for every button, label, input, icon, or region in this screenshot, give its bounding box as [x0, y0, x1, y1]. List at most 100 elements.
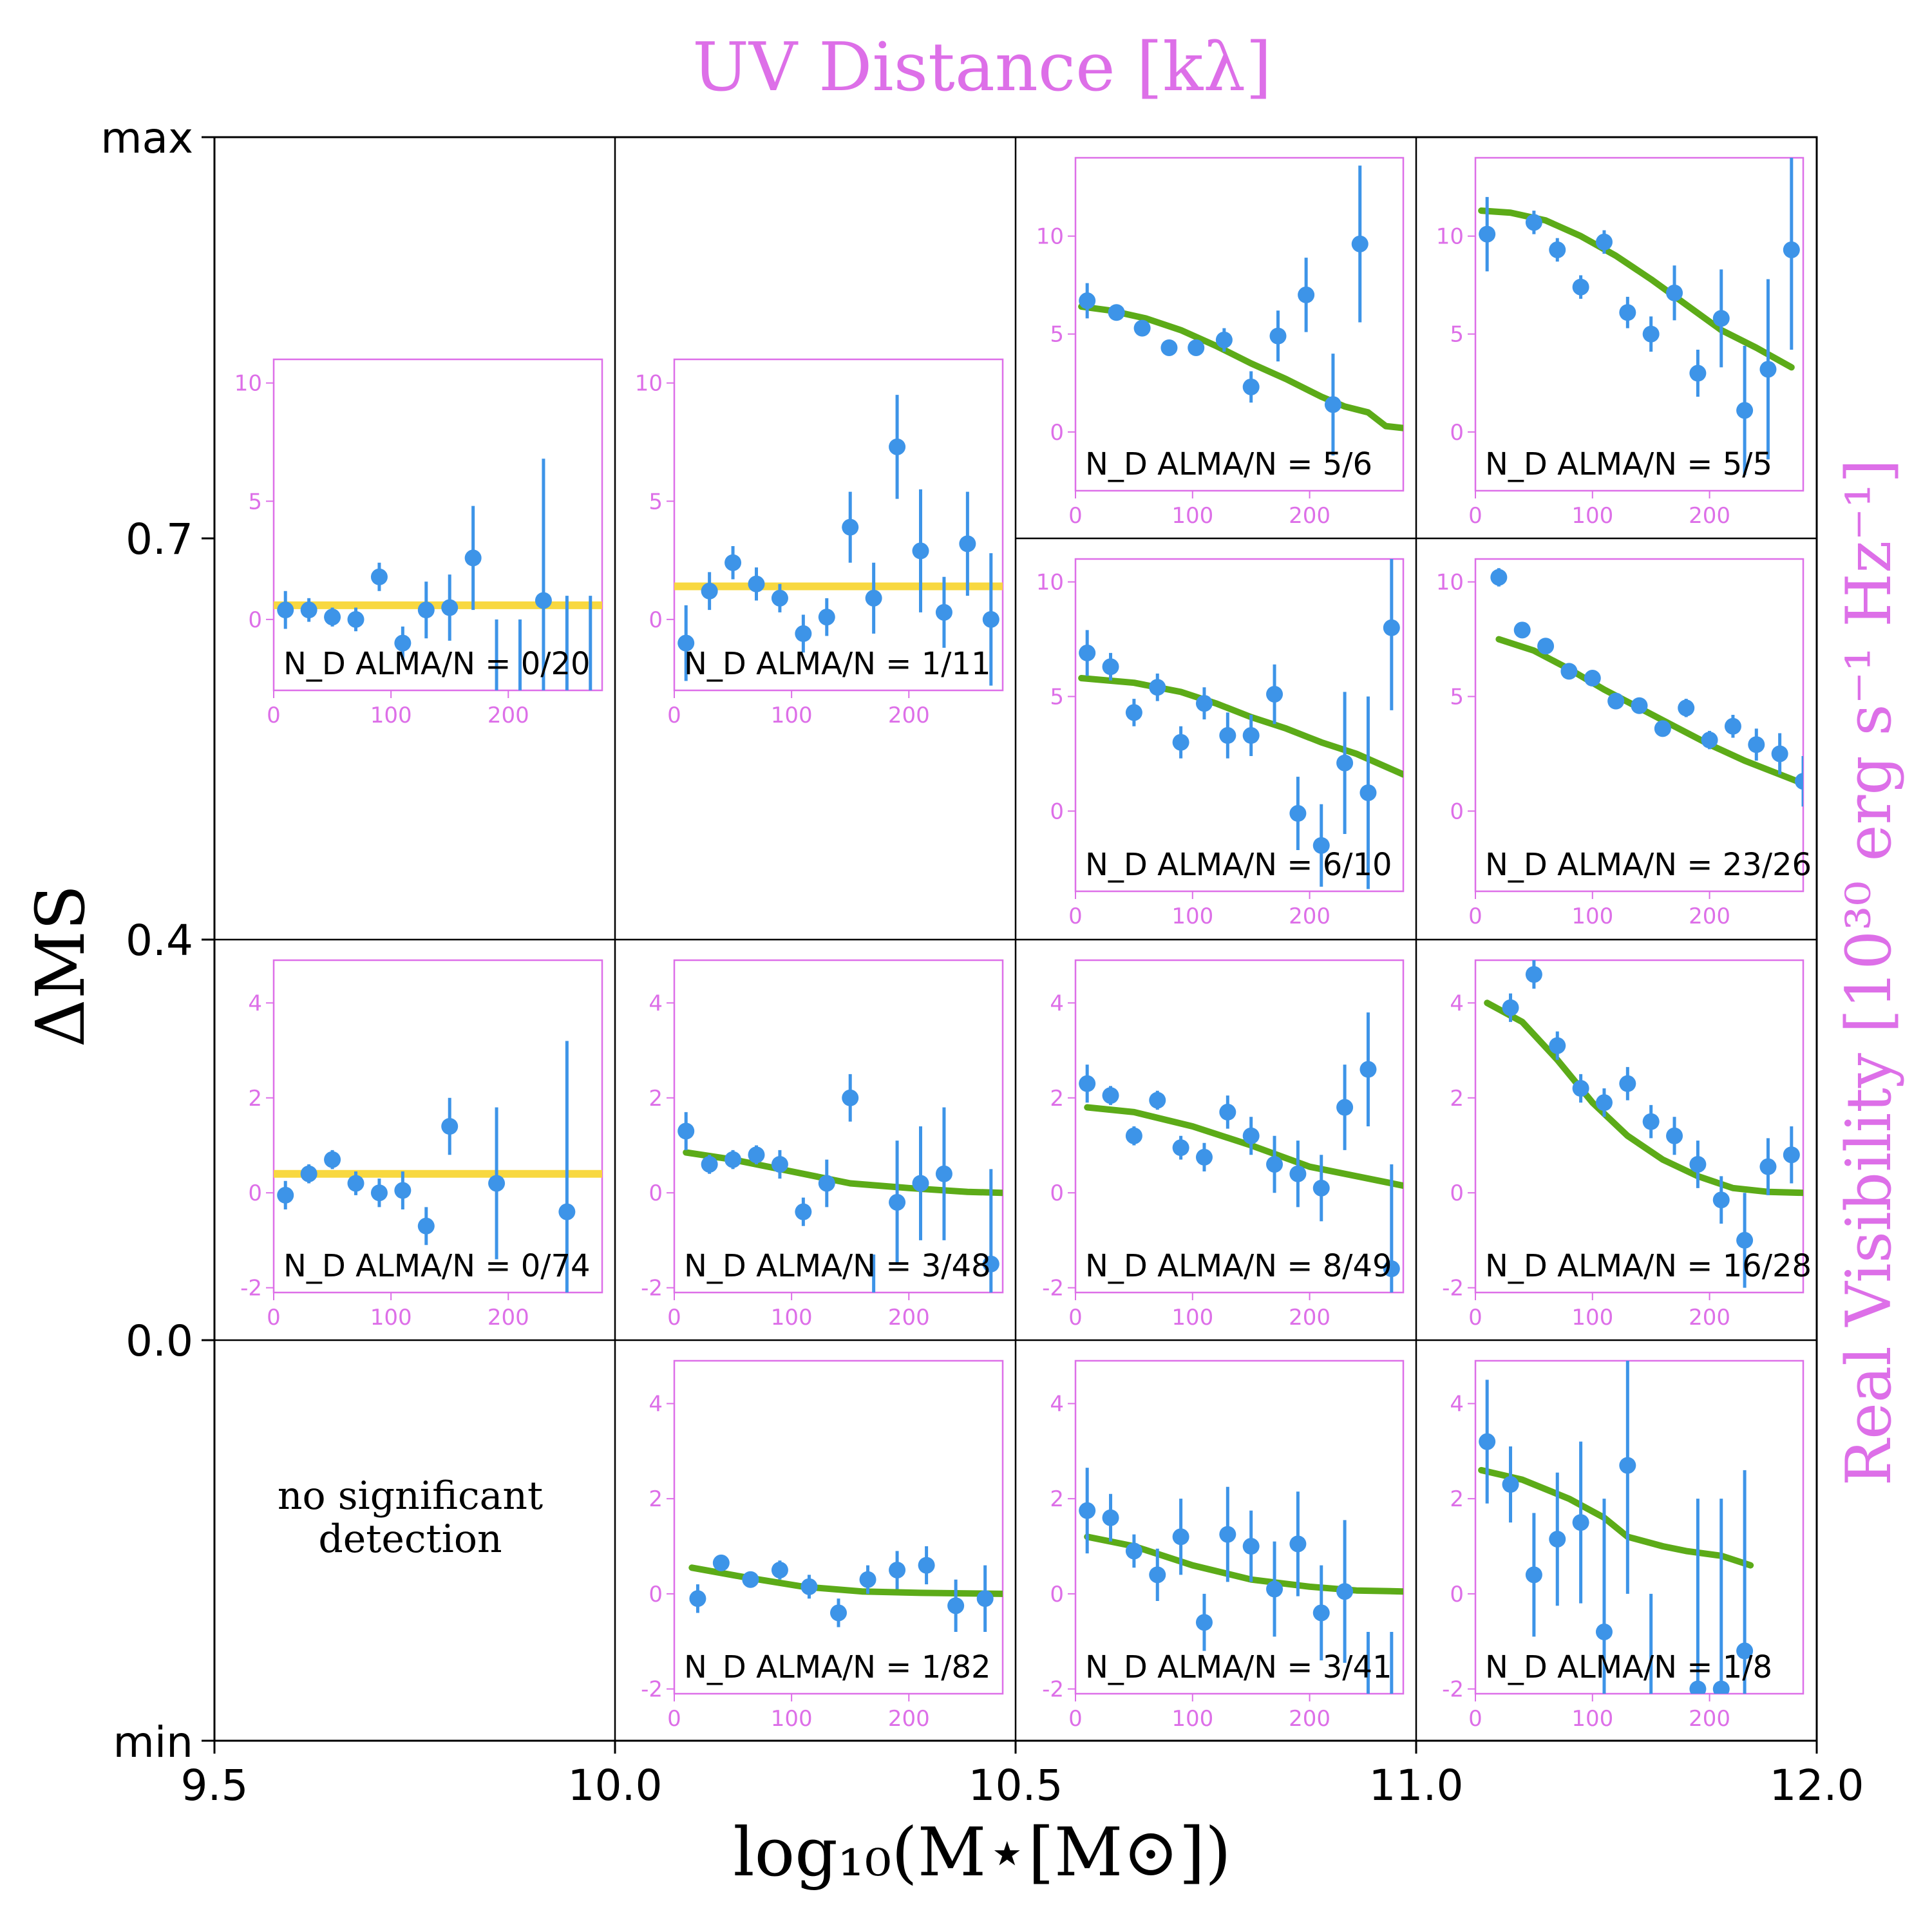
panel-plot-area	[1078, 166, 1403, 456]
panel-y-tick-label: 2	[248, 1086, 262, 1112]
x-tick-10.5: 10.5	[969, 1761, 1063, 1810]
data-point	[1666, 1127, 1683, 1144]
panel-y-tick-label: 2	[649, 1086, 663, 1112]
data-point	[1242, 378, 1260, 395]
data-point	[1172, 1139, 1189, 1157]
panel-x-tick-label: 200	[888, 1305, 930, 1331]
data-point	[1079, 1502, 1096, 1519]
model-line	[1495, 636, 1803, 787]
panel-x-tick-label: 200	[888, 703, 930, 728]
data-point	[1701, 732, 1718, 749]
data-point	[1525, 214, 1542, 231]
panel-y-tick-label: -2	[1442, 1677, 1464, 1703]
panel-x-tick-label: 200	[1289, 1706, 1331, 1732]
data-point	[1079, 292, 1096, 310]
data-point	[918, 1557, 935, 1574]
panel-y-tick-label: 2	[1450, 1086, 1464, 1112]
main-grid	[202, 136, 1818, 1754]
data-point	[1549, 241, 1566, 258]
panel-plot-area	[1490, 568, 1803, 807]
x-axis-label: log₁₀(M⋆[M⊙])	[733, 1813, 1231, 1891]
panel-frame	[673, 1359, 1004, 1695]
panel-y-tick-label: 4	[1050, 990, 1064, 1016]
data-point	[1108, 304, 1125, 321]
y-tick-min: min	[113, 1718, 193, 1767]
panel-x-tick-label: 0	[267, 703, 281, 728]
data-point	[771, 589, 788, 607]
data-point	[771, 1155, 788, 1173]
data-point	[1242, 1127, 1260, 1144]
data-point	[800, 1578, 818, 1595]
data-point	[712, 1554, 730, 1571]
panel-y-tick-label: 10	[635, 371, 663, 397]
data-point	[795, 1203, 812, 1220]
panel-y-tick-label: 10	[1036, 224, 1064, 250]
y-tick-0.7: 0.7	[126, 515, 193, 564]
data-point	[947, 1597, 965, 1615]
data-point	[417, 601, 435, 619]
panel-x-tick-label: 0	[667, 1706, 681, 1732]
data-point	[464, 549, 482, 567]
x-tick-10.0: 10.0	[568, 1761, 663, 1810]
data-point	[1736, 1231, 1754, 1249]
data-point	[842, 518, 859, 536]
panel-x-tick-label: 0	[1068, 904, 1083, 929]
data-point	[912, 542, 929, 560]
panel-plot-area	[274, 1041, 602, 1293]
data-point	[1479, 225, 1496, 243]
panel-x-tick-label: 200	[1289, 1305, 1331, 1331]
panel-y-tick-label: -2	[1042, 1276, 1064, 1302]
panel-x-tick-label: 0	[1468, 1706, 1482, 1732]
data-point	[1595, 1094, 1613, 1112]
data-point	[300, 1165, 317, 1182]
panel-label: N_D ALMA/N = 0/20	[283, 646, 591, 682]
data-point	[771, 1561, 788, 1578]
data-point	[1149, 1092, 1166, 1109]
panel-y-tick-label: 0	[248, 607, 262, 633]
data-point	[724, 1151, 742, 1168]
panel-x-tick-label: 100	[1171, 1706, 1213, 1732]
panel-x-tick-label: 100	[1571, 503, 1613, 529]
data-point	[1479, 1433, 1496, 1450]
data-point	[1172, 734, 1189, 751]
y-tick-max: max	[100, 113, 193, 163]
panel-x-tick-label: 100	[370, 703, 412, 728]
panel-y-tick-label: -2	[1442, 1276, 1464, 1302]
data-point	[1642, 1113, 1660, 1130]
data-point	[677, 1122, 695, 1140]
data-point	[1619, 1457, 1636, 1474]
panel-frame	[1474, 558, 1804, 893]
panel-frame	[1074, 1359, 1405, 1695]
data-point	[1324, 396, 1341, 413]
data-point	[1712, 1191, 1730, 1209]
data-point	[347, 1175, 365, 1192]
data-point	[1736, 1642, 1754, 1660]
panel-y-tick-label: 0	[248, 1180, 262, 1206]
panel-plot-area	[1079, 1468, 1403, 1721]
data-point	[1160, 339, 1178, 356]
data-point	[1678, 699, 1695, 717]
data-point	[1383, 1705, 1400, 1721]
data-point	[417, 1217, 435, 1235]
panel-x-tick-label: 0	[1468, 1305, 1482, 1331]
panel-p5: 0 100 200 0 5 10 N_D ALMA/N = 6/10	[1036, 558, 1405, 929]
data-point	[1172, 1528, 1189, 1546]
data-point	[830, 1604, 847, 1622]
panel-label: N_D ALMA/N = 3/41	[1085, 1649, 1392, 1685]
panel-y-tick-label: 4	[649, 1391, 663, 1417]
data-point	[1266, 1155, 1283, 1173]
data-point	[558, 1203, 576, 1220]
data-point	[1783, 1146, 1800, 1164]
data-point	[1312, 837, 1330, 854]
panel-x-tick-label: 100	[1571, 904, 1613, 929]
data-point	[1289, 805, 1307, 822]
panel-frame	[673, 358, 1004, 692]
data-point	[1219, 1103, 1236, 1121]
data-point	[1572, 1080, 1589, 1097]
panel-plot-area	[274, 459, 602, 690]
panel-label: N_D ALMA/N = 5/6	[1085, 446, 1372, 482]
data-point	[1572, 1514, 1589, 1531]
data-point	[1195, 695, 1213, 712]
